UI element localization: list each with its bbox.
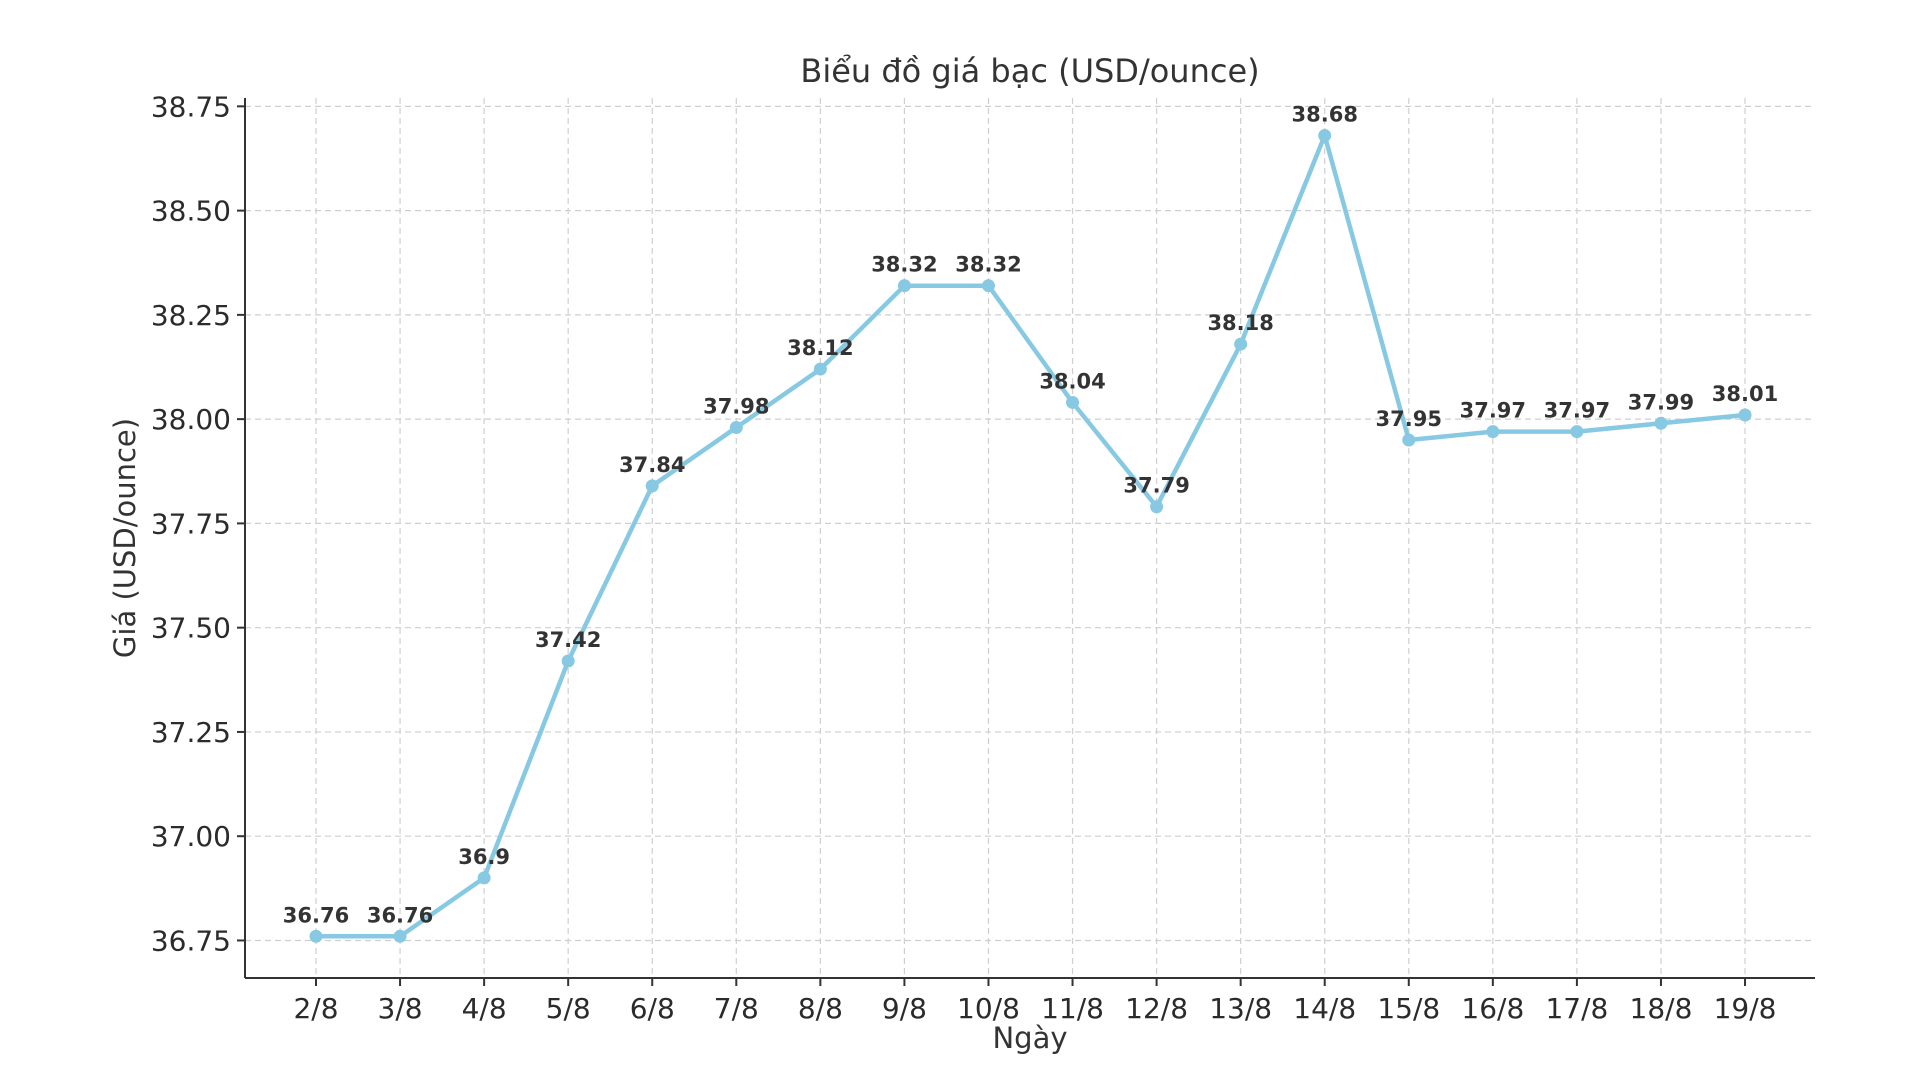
- y-tick-label: 37.50: [151, 612, 231, 645]
- y-tick-label: 38.00: [151, 403, 231, 436]
- data-label: 38.01: [1712, 382, 1778, 406]
- x-tick-label: 3/8: [378, 992, 423, 1025]
- x-tick-label: 10/8: [957, 992, 1020, 1025]
- x-tick-label: 15/8: [1377, 992, 1440, 1025]
- x-tick-label: 12/8: [1125, 992, 1188, 1025]
- data-label: 37.97: [1544, 399, 1610, 423]
- data-label: 36.76: [367, 903, 433, 927]
- grid: [245, 98, 1815, 978]
- data-label: 37.98: [703, 394, 769, 418]
- data-point: [1234, 337, 1248, 351]
- data-point: [1066, 395, 1080, 409]
- y-tick-label: 36.75: [151, 924, 231, 957]
- data-labels: 36.76 36.76 36.9 37.42 37.84 37.98 38.12 38.32 3…: [283, 103, 1778, 928]
- y-axis-ticks: 36.75 37.00 37.25 37.50 37.75 38.00 38.25 38.50…: [151, 90, 245, 957]
- series: [309, 129, 1752, 943]
- data-label: 37.95: [1376, 407, 1442, 431]
- data-label: 38.04: [1039, 369, 1105, 393]
- data-point: [981, 279, 995, 293]
- x-tick-label: 17/8: [1545, 992, 1608, 1025]
- x-tick-label: 6/8: [630, 992, 675, 1025]
- x-tick-label: 7/8: [714, 992, 759, 1025]
- y-tick-label: 38.25: [151, 299, 231, 332]
- data-label: 37.42: [535, 628, 601, 652]
- x-tick-label: 18/8: [1630, 992, 1693, 1025]
- data-point: [1570, 425, 1584, 439]
- data-label: 37.79: [1123, 474, 1189, 498]
- data-label: 37.99: [1628, 390, 1694, 414]
- x-axis-ticks: 2/8 3/8 4/8 5/8 6/8 7/8 8/8 9/8 10/8 11/8 12/8 13/8…: [293, 978, 1776, 1025]
- data-point: [1654, 416, 1668, 430]
- data-point: [645, 479, 659, 493]
- y-axis-label: Giá (USD/ounce): [108, 418, 142, 658]
- data-point: [393, 929, 407, 943]
- x-axis-label: Ngày: [992, 1021, 1067, 1055]
- data-point: [1318, 129, 1332, 143]
- data-label: 38.12: [787, 336, 853, 360]
- data-label: 37.84: [619, 453, 685, 477]
- y-tick-label: 37.00: [151, 820, 231, 853]
- data-label: 38.68: [1292, 103, 1358, 127]
- chart-title: Biểu đồ giá bạc (USD/ounce): [800, 52, 1259, 90]
- x-tick-label: 11/8: [1041, 992, 1104, 1025]
- y-tick-label: 38.50: [151, 195, 231, 228]
- data-label: 38.18: [1207, 311, 1273, 335]
- y-tick-label: 37.75: [151, 507, 231, 540]
- axes: [244, 98, 1815, 979]
- data-point: [897, 279, 911, 293]
- x-tick-label: 2/8: [293, 992, 338, 1025]
- x-tick-label: 4/8: [462, 992, 507, 1025]
- y-tick-label: 38.75: [151, 90, 231, 123]
- x-tick-label: 9/8: [882, 992, 927, 1025]
- y-tick-label: 37.25: [151, 716, 231, 749]
- x-tick-label: 13/8: [1209, 992, 1272, 1025]
- data-point: [477, 871, 491, 885]
- data-point: [729, 420, 743, 434]
- data-label: 36.9: [458, 845, 510, 869]
- data-label: 37.97: [1460, 399, 1526, 423]
- data-point: [1402, 433, 1416, 447]
- data-point: [309, 929, 323, 943]
- series-line: [313, 133, 1748, 939]
- x-tick-label: 8/8: [798, 992, 843, 1025]
- x-tick-label: 19/8: [1714, 992, 1777, 1025]
- data-label: 38.32: [871, 253, 937, 277]
- x-tick-label: 5/8: [546, 992, 591, 1025]
- data-label: 36.76: [283, 903, 349, 927]
- data-point: [561, 654, 575, 668]
- data-point: [1738, 408, 1752, 422]
- data-point: [813, 362, 827, 376]
- data-point: [1486, 425, 1500, 439]
- data-label: 38.32: [955, 253, 1021, 277]
- x-tick-label: 16/8: [1461, 992, 1524, 1025]
- x-tick-label: 14/8: [1293, 992, 1356, 1025]
- data-point: [1150, 500, 1164, 514]
